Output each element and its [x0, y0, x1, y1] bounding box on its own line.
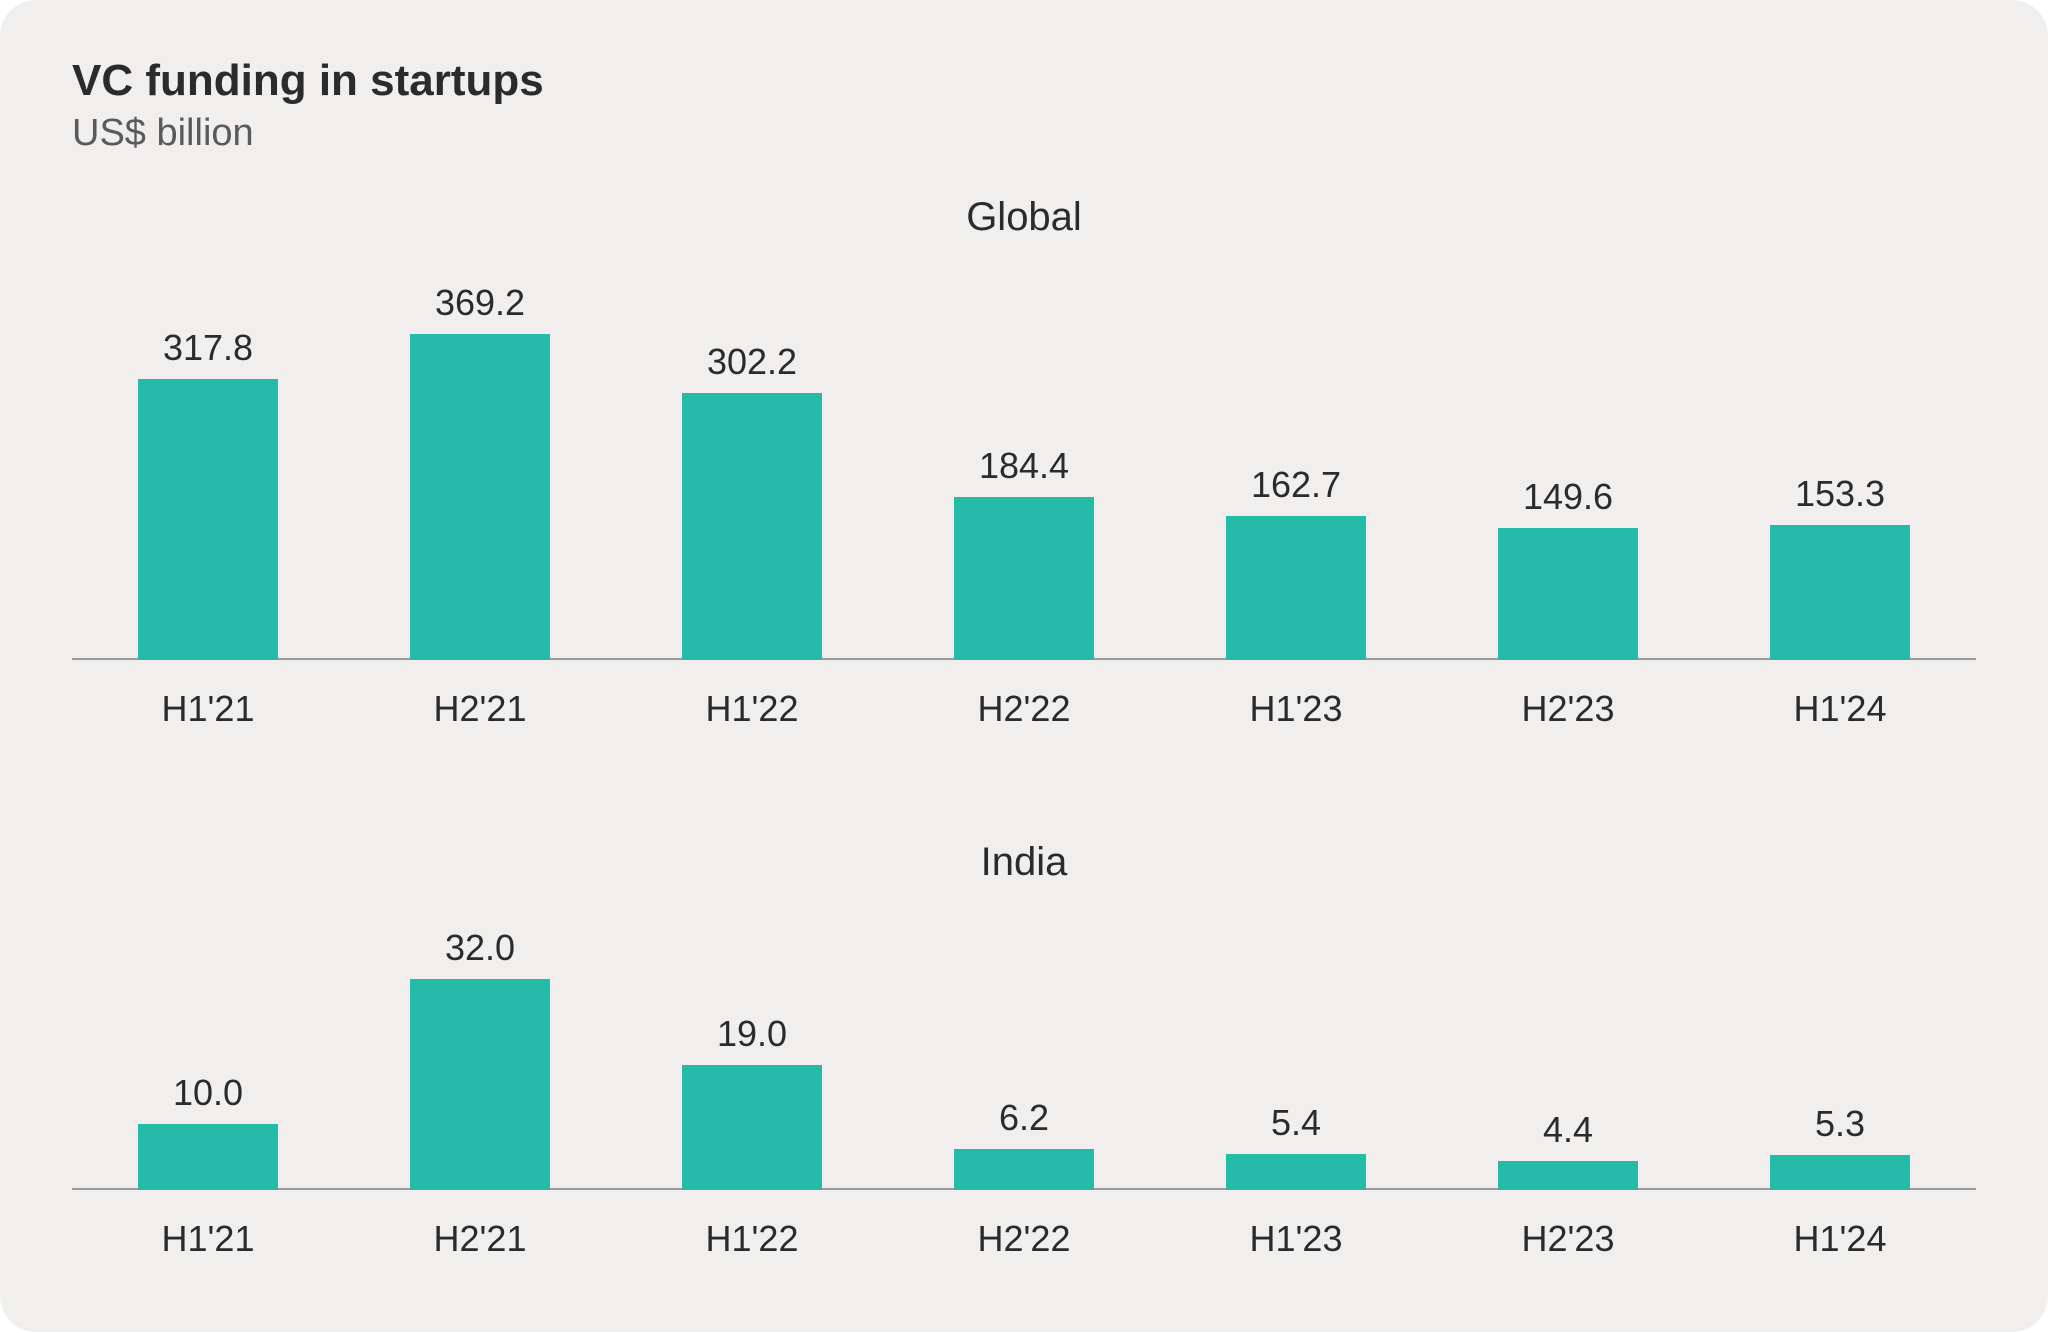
bar-value-label: 5.3 [1815, 1103, 1865, 1145]
bar-value-label: 369.2 [435, 282, 525, 324]
x-label: H2'23 [1432, 688, 1704, 730]
chart-india: India10.032.019.06.25.44.45.3H1'21H2'21H… [72, 840, 1976, 1260]
x-label: H1'23 [1160, 688, 1432, 730]
x-label: H1'21 [72, 1218, 344, 1260]
chart-title: India [72, 840, 1976, 885]
x-label: H1'23 [1160, 1218, 1432, 1260]
header: VC funding in startups US$ billion [72, 56, 1976, 155]
bar [1226, 1154, 1366, 1190]
bar-value-label: 184.4 [979, 445, 1069, 487]
bar [1770, 525, 1910, 660]
bar-value-label: 19.0 [717, 1013, 787, 1055]
bars-row: 10.0 32.0 19.0 6.2 5.4 4.4 5.3 [72, 925, 1976, 1190]
charts-container: Global 317.8 369.2 302.2 184.4 162.7 149.6 153.… [72, 195, 1976, 1260]
bar-col: 6.2 [888, 1097, 1160, 1190]
x-label: H2'21 [344, 688, 616, 730]
chart-card: VC funding in startups US$ billion Globa… [0, 0, 2048, 1332]
bar [410, 979, 550, 1190]
bar-col: 162.7 [1160, 464, 1432, 660]
bar [1498, 1161, 1638, 1190]
bars-row: 317.8 369.2 302.2 184.4 162.7 149.6 153.3 [72, 280, 1976, 660]
x-label: H1'24 [1704, 688, 1976, 730]
bar [1770, 1155, 1910, 1190]
chart-subtitle: US$ billion [72, 112, 1976, 155]
bar-value-label: 162.7 [1251, 464, 1341, 506]
bar [1498, 528, 1638, 660]
bar [138, 1124, 278, 1190]
x-label: H1'21 [72, 688, 344, 730]
bar-value-label: 4.4 [1543, 1109, 1593, 1151]
bar-value-label: 32.0 [445, 927, 515, 969]
bar-col: 317.8 [72, 327, 344, 660]
x-label: H1'22 [616, 688, 888, 730]
bar [954, 1149, 1094, 1190]
bar-value-label: 317.8 [163, 327, 253, 369]
bar-col: 153.3 [1704, 473, 1976, 660]
bar-value-label: 6.2 [999, 1097, 1049, 1139]
bar-col: 149.6 [1432, 476, 1704, 660]
bar [682, 393, 822, 660]
bar-col: 184.4 [888, 445, 1160, 660]
bar [410, 334, 550, 660]
bar-value-label: 153.3 [1795, 473, 1885, 515]
x-labels-row: H1'21H2'21H1'22H2'22H1'23H2'23H1'24 [72, 688, 1976, 730]
chart-global: Global 317.8 369.2 302.2 184.4 162.7 149.6 153.… [72, 195, 1976, 730]
chart-title: Global [72, 195, 1976, 240]
bar-col: 4.4 [1432, 1109, 1704, 1190]
x-label: H1'22 [616, 1218, 888, 1260]
bar-value-label: 149.6 [1523, 476, 1613, 518]
bar-col: 19.0 [616, 1013, 888, 1190]
x-label: H2'21 [344, 1218, 616, 1260]
bar-value-label: 10.0 [173, 1072, 243, 1114]
x-label: H2'23 [1432, 1218, 1704, 1260]
x-labels-row: H1'21H2'21H1'22H2'22H1'23H2'23H1'24 [72, 1218, 1976, 1260]
bar-value-label: 5.4 [1271, 1102, 1321, 1144]
bar-col: 32.0 [344, 927, 616, 1190]
bar-col: 10.0 [72, 1072, 344, 1190]
bar-col: 5.4 [1160, 1102, 1432, 1190]
bar [1226, 516, 1366, 660]
chart-main-title: VC funding in startups [72, 56, 1976, 106]
bar [138, 379, 278, 660]
x-label: H1'24 [1704, 1218, 1976, 1260]
bar-col: 302.2 [616, 341, 888, 660]
bar-value-label: 302.2 [707, 341, 797, 383]
bar-col: 369.2 [344, 282, 616, 660]
bar [682, 1065, 822, 1190]
bar [954, 497, 1094, 660]
x-label: H2'22 [888, 688, 1160, 730]
x-label: H2'22 [888, 1218, 1160, 1260]
bar-col: 5.3 [1704, 1103, 1976, 1190]
